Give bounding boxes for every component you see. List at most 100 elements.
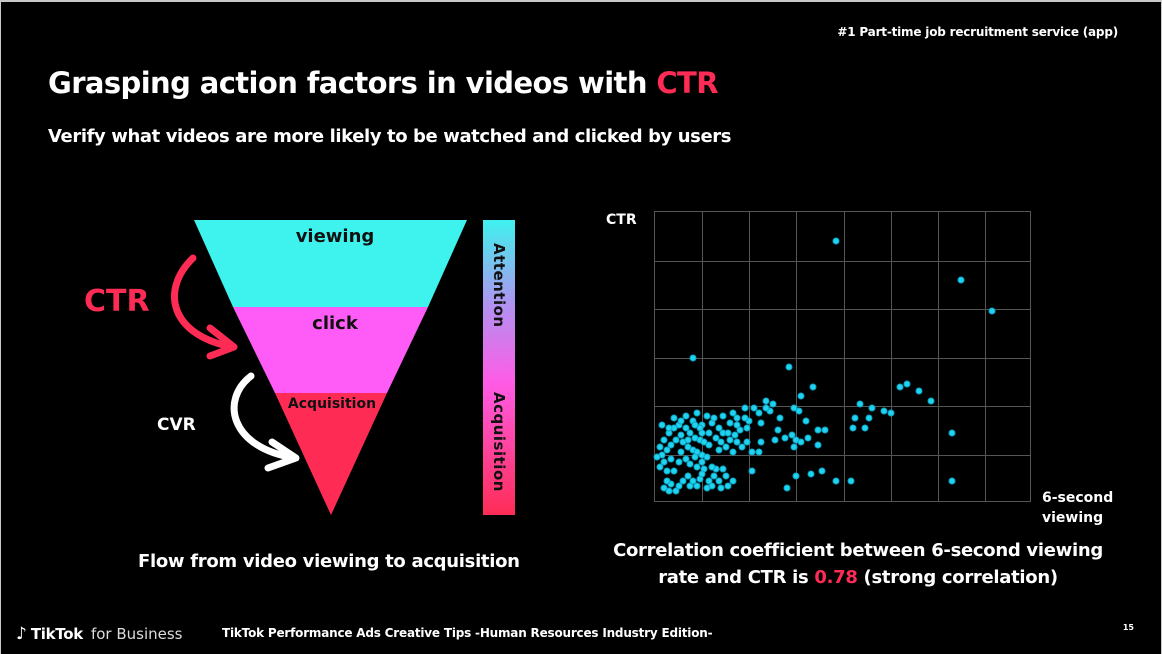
scatter-point <box>693 409 701 417</box>
scatter-point <box>757 438 765 446</box>
tiktok-note-icon: ♪ <box>16 624 27 644</box>
grid-line-horizontal <box>655 309 1030 310</box>
scatter-point <box>957 276 965 284</box>
tiktok-for-business-logo: ♪ TikTok for Business <box>16 624 182 644</box>
scatter-point <box>988 307 996 315</box>
scatter-point <box>658 421 666 429</box>
scatter-point <box>731 431 739 439</box>
scatter-point <box>814 426 822 434</box>
title-accent: CTR <box>656 66 718 100</box>
scatter-point <box>743 438 751 446</box>
scatter-point <box>748 467 756 475</box>
scatter-point <box>712 434 720 442</box>
scatter-point <box>903 380 911 388</box>
grid-line-horizontal <box>655 406 1030 407</box>
funnel-diagram: viewing click Acquisition CTR CVR <box>84 220 467 515</box>
scatter-point <box>726 436 734 444</box>
scatter-point <box>722 443 730 451</box>
scatter-point <box>715 424 723 432</box>
scatter-point <box>880 407 888 415</box>
scatter-point <box>667 441 675 449</box>
scatter-point <box>719 412 727 420</box>
scatter-point <box>722 472 730 480</box>
funnel-stage-acquisition <box>275 393 387 515</box>
scatter-point <box>776 414 784 422</box>
scatter-point <box>733 414 741 422</box>
scatter-point <box>693 463 701 471</box>
scatter-point <box>724 429 732 437</box>
scatter-point <box>684 472 692 480</box>
scatter-point <box>762 404 770 412</box>
scatter-point <box>691 453 699 461</box>
scatter-point <box>797 438 805 446</box>
scatter-point <box>708 463 716 471</box>
scatter-point <box>686 429 694 437</box>
scatter-point <box>677 431 685 439</box>
correlation-caption: Correlation coefficient between 6-second… <box>580 537 1136 591</box>
scatter-point <box>788 431 796 439</box>
title-text: Grasping action factors in videos with <box>48 66 657 100</box>
scatter-point <box>689 477 697 485</box>
scatter-point <box>755 409 763 417</box>
scatter-point <box>653 453 661 461</box>
scatter-point <box>851 414 859 422</box>
scatter-point <box>715 477 723 485</box>
scatter-point <box>656 443 664 451</box>
scatter-point <box>667 455 675 463</box>
scatter-point <box>660 436 668 444</box>
deck-title: TikTok Performance Ads Creative Tips -Hu… <box>222 626 713 640</box>
cvr-label: CVR <box>157 415 196 435</box>
scatter-point <box>691 421 699 429</box>
scatter-point <box>741 414 749 422</box>
scatter-point <box>809 383 817 391</box>
scatter-point <box>750 404 758 412</box>
scatter-point <box>682 424 690 432</box>
scatter-point <box>927 397 935 405</box>
scatter-point <box>738 443 746 451</box>
scatter-point <box>670 467 678 475</box>
grid-line-vertical <box>984 212 986 501</box>
x-label-line2: viewing <box>1042 510 1104 526</box>
scatter-point <box>769 400 777 408</box>
bar-label-acquisition: Acquisition <box>490 392 508 492</box>
scatter-point <box>710 414 718 422</box>
scatter-point <box>948 477 956 485</box>
scatter-point <box>804 434 812 442</box>
scatter-point <box>705 441 713 449</box>
scatter-point <box>665 424 673 432</box>
grid-line-vertical <box>749 212 751 501</box>
scatter-x-label: 6-second viewing <box>1042 488 1113 528</box>
ctr-label: CTR <box>84 284 150 319</box>
scatter-point <box>677 448 685 456</box>
funnel-graphic <box>171 220 467 515</box>
scatter-point <box>717 438 725 446</box>
funnel-label-acquisition: Acquisition <box>287 396 377 412</box>
slide-tagline: #1 Part-time job recruitment service (ap… <box>837 25 1118 39</box>
scatter-point <box>948 429 956 437</box>
scatter-point <box>698 458 706 466</box>
scatter-point <box>715 446 723 454</box>
scatter-point <box>729 448 737 456</box>
scatter-point <box>698 429 706 437</box>
scatter-point <box>818 467 826 475</box>
x-label-line1: 6-second <box>1042 490 1114 506</box>
caption-line2: rate and CTR is 0.78 (strong correlation… <box>580 564 1136 591</box>
scatter-point <box>663 477 671 485</box>
grid-line-vertical <box>796 212 798 501</box>
scatter-point <box>757 419 765 427</box>
bar-label-attention: Attention <box>490 242 508 328</box>
grid-line-vertical <box>702 212 704 501</box>
scatter-point <box>686 460 694 468</box>
scatter-point <box>832 477 840 485</box>
scatter-point <box>790 443 798 451</box>
scatter-point <box>703 453 711 461</box>
scatter-point <box>792 472 800 480</box>
grid-line-horizontal <box>655 357 1030 359</box>
scatter-point <box>774 426 782 434</box>
scatter-point <box>660 458 668 466</box>
scatter-point <box>915 387 923 395</box>
grid-line-vertical <box>937 212 939 501</box>
scatter-point <box>865 414 873 422</box>
scatter-point <box>861 424 869 432</box>
grid-line-horizontal <box>655 454 1030 456</box>
